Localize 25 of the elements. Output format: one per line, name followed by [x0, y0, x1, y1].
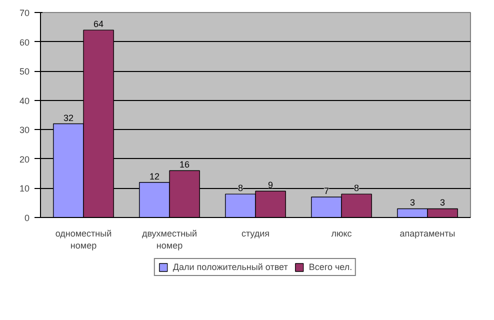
x-tick-label: люкс — [331, 228, 352, 238]
x-tick-label: одноместный номер — [55, 228, 112, 250]
data-label: 64 — [94, 19, 104, 30]
y-tick-label: 40 — [19, 96, 30, 106]
data-label: 3 — [410, 198, 415, 208]
y-tick-label: 50 — [19, 66, 30, 77]
legend-label: Всего чел. — [308, 262, 352, 272]
data-label: 12 — [149, 171, 160, 182]
data-label: 16 — [180, 160, 190, 170]
x-tick-label: апартаменты — [400, 228, 456, 238]
data-label: 8 — [238, 183, 243, 194]
legend-label: Дали положительный ответ — [172, 262, 288, 272]
data-label: 8 — [354, 183, 360, 194]
y-tick-label: 30 — [19, 125, 30, 136]
data-label: 32 — [63, 112, 74, 123]
y-tick-label: 20 — [19, 154, 30, 164]
x-tick-label: двухместный номер — [142, 228, 198, 250]
y-tick-label: 0 — [24, 213, 30, 223]
data-label: 7 — [324, 186, 329, 196]
y-tick-label: 70 — [19, 8, 30, 18]
y-tick-label: 10 — [19, 184, 30, 194]
data-label: 9 — [268, 180, 274, 190]
data-label: 3 — [440, 198, 446, 208]
y-tick-label: 60 — [19, 37, 30, 48]
x-tick-label: студия — [241, 228, 270, 238]
